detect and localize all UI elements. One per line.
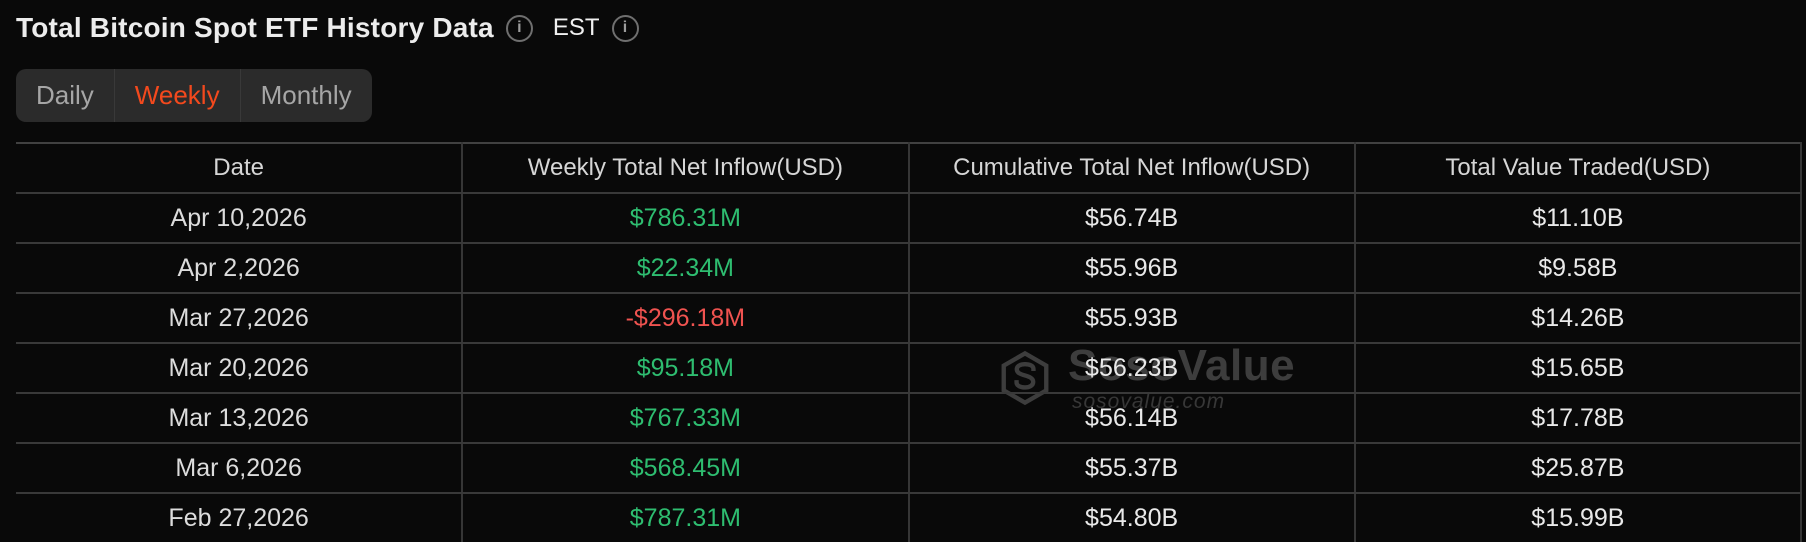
table-row: Mar 13,2026 $767.33M $56.14B $17.78B — [16, 393, 1803, 444]
weekly-net-inflow-cell: $786.31M — [462, 193, 910, 244]
date-cell: Apr 2,2026 — [16, 243, 464, 294]
cumulative-inflow-cell: $54.80B — [908, 493, 1356, 542]
date-cell: Mar 20,2026 — [16, 343, 464, 394]
cumulative-inflow-cell: $55.37B — [908, 443, 1356, 494]
weekly-net-inflow-cell: $787.31M — [462, 493, 910, 542]
date-cell: Mar 13,2026 — [16, 393, 464, 444]
weekly-net-inflow-cell: $95.18M — [462, 343, 910, 394]
total-value-traded-cell: $17.78B — [1354, 393, 1803, 444]
total-value-traded-cell: $15.99B — [1354, 493, 1803, 542]
interval-tabs: Daily Weekly Monthly — [16, 69, 372, 122]
table-row: Mar 20,2026 $95.18M $56.23B $15.65B — [16, 343, 1803, 394]
date-cell: Mar 6,2026 — [16, 443, 464, 494]
date-cell: Feb 27,2026 — [16, 493, 464, 542]
cumulative-inflow-cell: $55.93B — [908, 293, 1356, 344]
date-cell: Mar 27,2026 — [16, 293, 464, 344]
column-header-cumulative: Cumulative Total Net Inflow(USD) — [908, 142, 1356, 194]
cumulative-inflow-cell: $55.96B — [908, 243, 1356, 294]
total-value-traded-cell: $9.58B — [1354, 243, 1803, 294]
tab-weekly[interactable]: Weekly — [113, 69, 240, 122]
column-header-date: Date — [16, 142, 464, 194]
weekly-net-inflow-cell: $767.33M — [462, 393, 910, 444]
date-cell: Apr 10,2026 — [16, 193, 464, 244]
panel-header: Total Bitcoin Spot ETF History Data i ES… — [16, 8, 639, 48]
etf-history-table: Date Weekly Total Net Inflow(USD) Cumulati… — [16, 142, 1803, 542]
cumulative-inflow-cell: $56.23B — [908, 343, 1356, 394]
timezone-info-icon[interactable]: i — [611, 14, 639, 42]
total-value-traded-cell: $11.10B — [1354, 193, 1803, 244]
table-row: Mar 6,2026 $568.45M $55.37B $25.87B — [16, 443, 1803, 494]
table-row: Feb 27,2026 $787.31M $54.80B $15.99B — [16, 493, 1803, 542]
column-header-traded: Total Value Traded(USD) — [1354, 142, 1803, 194]
table-body: Apr 10,2026 $786.31M $56.74B $11.10B Apr… — [16, 193, 1803, 542]
title-info-icon[interactable]: i — [505, 14, 533, 42]
cumulative-inflow-cell: $56.14B — [908, 393, 1356, 444]
total-value-traded-cell: $15.65B — [1354, 343, 1803, 394]
tab-daily[interactable]: Daily — [16, 69, 114, 122]
timezone-label: EST — [552, 14, 600, 41]
total-value-traded-cell: $25.87B — [1354, 443, 1803, 494]
table-header-row: Date Weekly Total Net Inflow(USD) Cumulati… — [16, 142, 1803, 194]
page-title: Total Bitcoin Spot ETF History Data — [16, 12, 494, 43]
weekly-net-inflow-cell: $22.34M — [462, 243, 910, 294]
total-value-traded-cell: $14.26B — [1354, 293, 1803, 344]
column-header-weekly: Weekly Total Net Inflow(USD) — [462, 142, 910, 194]
cumulative-inflow-cell: $56.74B — [908, 193, 1356, 244]
weekly-net-inflow-cell: -$296.18M — [462, 293, 910, 344]
table-row: Apr 10,2026 $786.31M $56.74B $11.10B — [16, 193, 1803, 244]
table-row: Mar 27,2026 -$296.18M $55.93B $14.26B — [16, 293, 1803, 344]
weekly-net-inflow-cell: $568.45M — [462, 443, 910, 494]
tab-monthly[interactable]: Monthly — [239, 69, 372, 122]
table-row: Apr 2,2026 $22.34M $55.96B $9.58B — [16, 243, 1803, 294]
